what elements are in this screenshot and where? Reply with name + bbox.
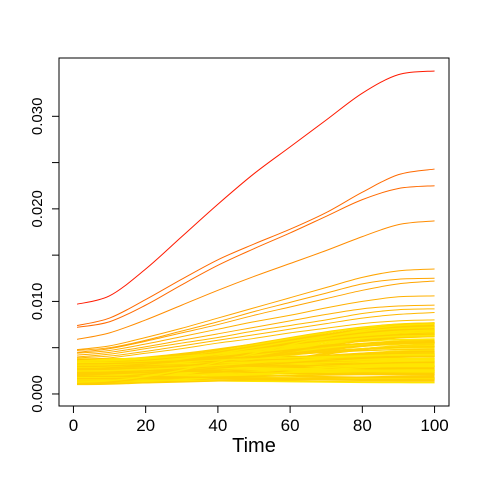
series-line bbox=[77, 308, 435, 358]
series-line bbox=[76, 185, 435, 328]
series-line bbox=[76, 220, 435, 340]
y-tick-label: 0.000 bbox=[29, 375, 46, 413]
x-tick-label: 60 bbox=[281, 416, 300, 435]
bulk-series-line bbox=[77, 323, 435, 383]
bulk-series-line bbox=[77, 365, 435, 384]
series-line bbox=[77, 277, 435, 351]
x-axis: 0 20 40 60 80 100 bbox=[69, 405, 449, 435]
series-layer bbox=[76, 70, 435, 386]
series-line bbox=[76, 70, 435, 305]
x-tick-label: 20 bbox=[136, 416, 155, 435]
bulk-series-line bbox=[77, 355, 435, 375]
series-line bbox=[76, 168, 435, 326]
x-axis-title: Time bbox=[232, 435, 276, 457]
x-tick-label: 80 bbox=[353, 416, 372, 435]
x-tick-label: 0 bbox=[69, 416, 78, 435]
bulk-series-line bbox=[77, 375, 435, 385]
series-line bbox=[77, 295, 435, 354]
bulk-series-line bbox=[77, 348, 435, 365]
x-tick-label: 40 bbox=[208, 416, 227, 435]
series-line bbox=[77, 304, 435, 356]
series-line bbox=[77, 312, 435, 359]
x-tick-label: 100 bbox=[420, 416, 448, 435]
y-tick-label: 0.020 bbox=[29, 190, 46, 228]
y-tick-label: 0.030 bbox=[29, 98, 46, 136]
y-axis: 0.000 0.010 0.020 0.030 bbox=[29, 98, 60, 413]
bulk-series-line bbox=[77, 350, 435, 371]
bulk-series-line bbox=[77, 375, 435, 381]
series-line bbox=[77, 280, 435, 353]
bulk-series-line bbox=[77, 328, 435, 370]
series-line bbox=[77, 319, 435, 361]
bulk-series-line bbox=[77, 354, 435, 364]
y-tick-label: 0.010 bbox=[29, 283, 46, 321]
bulk-series-line bbox=[77, 379, 435, 384]
series-line bbox=[77, 268, 435, 351]
